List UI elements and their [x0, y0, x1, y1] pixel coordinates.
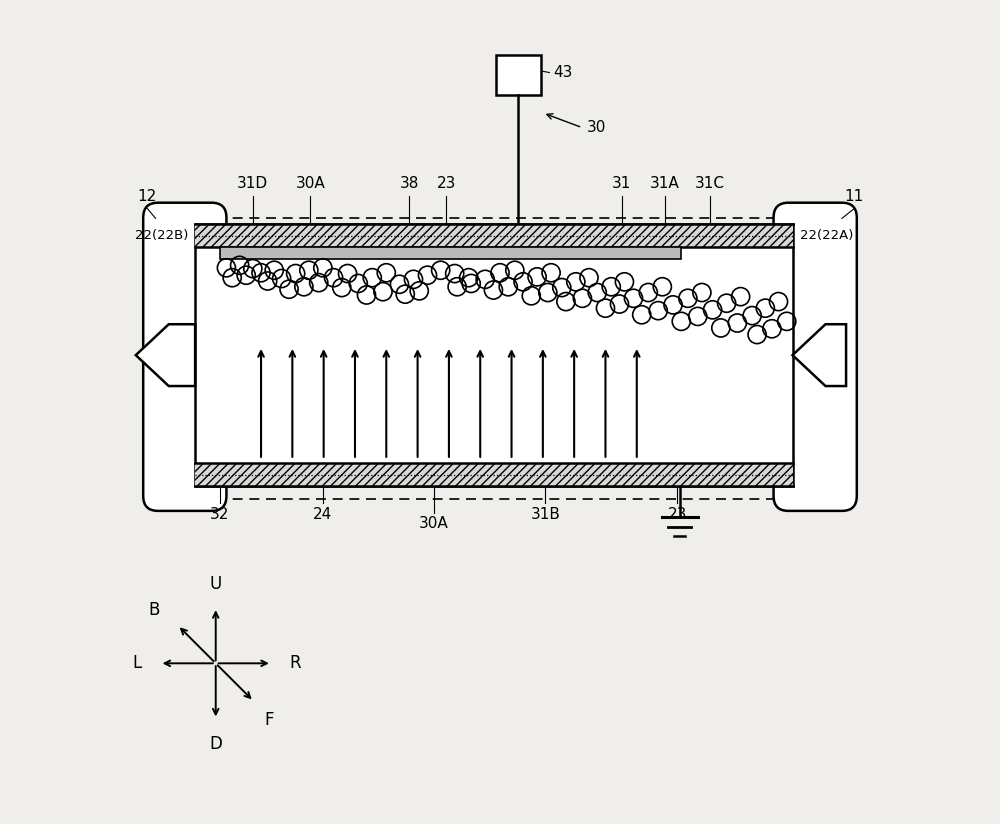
Bar: [195, 224, 793, 247]
FancyBboxPatch shape: [774, 203, 857, 511]
Text: 31C: 31C: [695, 176, 725, 191]
Bar: [220, 247, 681, 259]
Text: D: D: [209, 735, 222, 753]
Text: 31A: 31A: [650, 176, 680, 191]
Text: 31B: 31B: [530, 507, 560, 522]
FancyArrow shape: [793, 325, 846, 386]
Text: 24: 24: [313, 507, 332, 522]
Text: 32: 32: [210, 507, 230, 522]
Text: 30: 30: [587, 120, 606, 135]
Text: U: U: [210, 575, 222, 593]
Text: 30A: 30A: [296, 176, 325, 191]
Text: R: R: [289, 654, 301, 672]
Text: 11: 11: [845, 190, 864, 204]
Text: 43: 43: [554, 65, 573, 80]
FancyBboxPatch shape: [143, 203, 226, 511]
Text: 31D: 31D: [237, 176, 268, 191]
Bar: [195, 224, 793, 486]
Text: 12: 12: [138, 190, 157, 204]
Text: 22(22A): 22(22A): [800, 229, 854, 242]
Text: 23: 23: [667, 507, 687, 522]
FancyArrow shape: [136, 325, 195, 386]
Text: F: F: [264, 710, 273, 728]
Text: 30A: 30A: [419, 516, 449, 531]
Text: L: L: [132, 654, 141, 672]
Text: 38: 38: [400, 176, 419, 191]
Text: 31: 31: [612, 176, 632, 191]
Bar: [496, 55, 541, 95]
Text: 22(22B): 22(22B): [135, 229, 189, 242]
Bar: [195, 463, 793, 486]
Text: 23: 23: [437, 176, 456, 191]
Text: B: B: [149, 602, 160, 620]
